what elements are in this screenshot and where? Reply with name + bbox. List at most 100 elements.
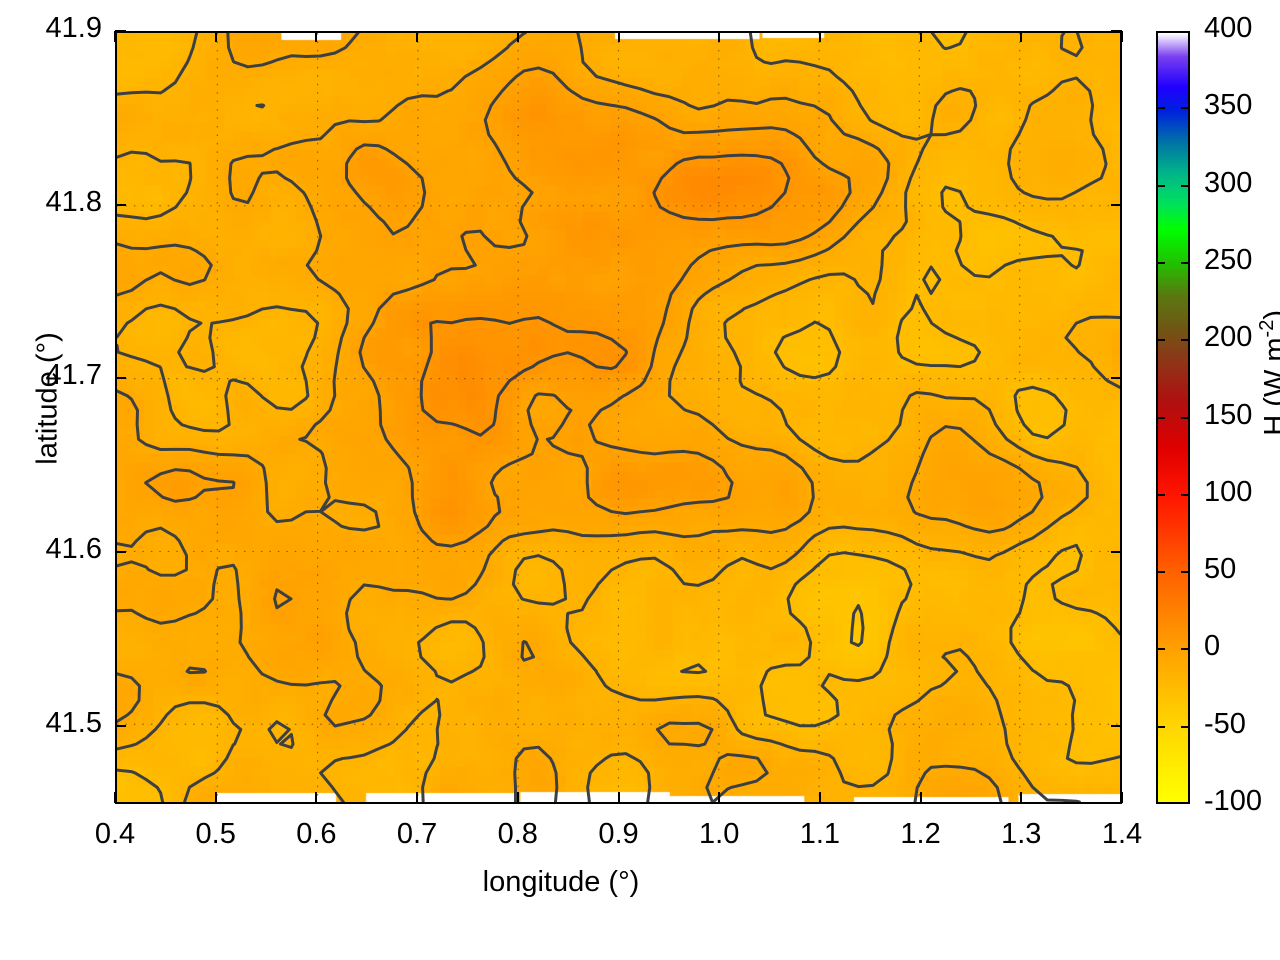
x-tick-top-0.4 <box>114 31 116 42</box>
colorbar-title-exponent: -2 <box>1256 319 1279 338</box>
x-tick-label-1.0: 1.0 <box>699 818 740 850</box>
colorbar-tick-right-200 <box>1181 339 1190 342</box>
y-tick-41.6 <box>115 551 126 554</box>
contour-line <box>117 672 142 724</box>
plot-area <box>115 31 1122 804</box>
contour-line <box>511 554 568 606</box>
colorbar-label-300: 300 <box>1204 166 1253 199</box>
x-tick-label-0.4: 0.4 <box>94 818 136 850</box>
contour-line <box>680 663 708 675</box>
x-tick-0.8 <box>516 792 519 803</box>
colorbar-label--100: -100 <box>1204 785 1263 817</box>
colorbar-label-200: 200 <box>1204 321 1253 354</box>
y-tick-label-41.7: 41.7 <box>45 359 102 392</box>
x-tick-0.6 <box>315 792 318 803</box>
colorbar-tick-350 <box>1156 107 1165 110</box>
contour-line <box>1009 543 1120 765</box>
contour-line <box>117 150 193 221</box>
x-tick-top-1.3 <box>1020 31 1023 42</box>
colorbar-label-350: 350 <box>1204 89 1253 122</box>
contour-line <box>117 33 527 524</box>
contour-line <box>895 293 982 369</box>
x-tick-0.9 <box>617 792 620 803</box>
colorbar-tick-right-250 <box>1181 261 1190 264</box>
colorbar-tick-150 <box>1156 416 1165 419</box>
x-tick-label-1.1: 1.1 <box>799 818 841 850</box>
x-tick-label-0.5: 0.5 <box>195 818 236 850</box>
x-tick-label-0.9: 0.9 <box>598 818 639 850</box>
contour-line <box>117 303 320 433</box>
x-tick-label-0.7: 0.7 <box>396 818 438 850</box>
contour-line <box>419 316 629 437</box>
colorbar-label-0: 0 <box>1204 630 1221 663</box>
y-tick-right-41.7 <box>1111 377 1122 380</box>
x-tick-top-1.4 <box>1121 31 1123 42</box>
x-tick-1.3 <box>1020 792 1023 803</box>
contour-line <box>117 242 213 297</box>
contour-line <box>1007 76 1108 201</box>
contour-line <box>849 604 865 648</box>
y-tick-right-41.5 <box>1111 724 1122 727</box>
colorbar-tick-right-150 <box>1181 416 1190 419</box>
colorbar-tick-right-50 <box>1181 571 1190 574</box>
y-tick-right-41.9 <box>1111 30 1122 32</box>
x-tick-top-0.6 <box>315 31 318 42</box>
contour-line <box>117 768 165 802</box>
contour-line <box>267 720 291 745</box>
contour-line <box>655 721 714 748</box>
contour-line <box>117 33 199 96</box>
contour-line <box>913 764 1003 802</box>
contour-line <box>117 33 891 728</box>
contour-line <box>759 551 913 728</box>
contour-line <box>358 66 852 548</box>
contour-overlay <box>117 33 1120 802</box>
x-tick-1.2 <box>919 792 922 803</box>
x-tick-label-1.2: 1.2 <box>900 818 941 850</box>
contour-line <box>906 425 1044 534</box>
x-tick-1.1 <box>818 792 821 803</box>
colorbar-tick-0 <box>1156 648 1165 651</box>
contour-line <box>940 185 1084 279</box>
colorbar-tick-right-100 <box>1181 493 1190 496</box>
colorbar-label--50: -50 <box>1204 707 1246 740</box>
contour-line <box>226 33 360 69</box>
colorbar-title: H (W m-2) <box>1256 223 1280 523</box>
x-tick-top-0.9 <box>617 31 620 42</box>
colorbar-tick-right-350 <box>1181 107 1190 110</box>
contour-line <box>273 588 293 610</box>
colorbar-tick-200 <box>1156 339 1165 342</box>
contour-line <box>417 620 486 684</box>
colorbar-tick-right--50 <box>1181 725 1190 728</box>
x-tick-top-1.0 <box>718 31 721 42</box>
contour-line <box>705 752 769 802</box>
contour-line <box>319 697 442 802</box>
colorbar-title-end: ) <box>1259 310 1280 320</box>
colorbar-title-main: H (W m <box>1258 337 1280 435</box>
colorbar-label-250: 250 <box>1204 243 1253 276</box>
y-tick-label-41.6: 41.6 <box>45 533 102 566</box>
x-tick-0.5 <box>214 792 217 803</box>
colorbar-tick-300 <box>1156 184 1165 187</box>
contour-line <box>344 143 427 236</box>
y-tick-41.9 <box>115 30 126 32</box>
contour-line <box>1064 315 1120 389</box>
x-axis-title: longitude (°) <box>482 866 640 898</box>
contour-line <box>185 666 208 675</box>
contour-line <box>117 701 243 802</box>
colorbar-tick--50 <box>1156 725 1165 728</box>
y-tick-41.5 <box>115 724 126 727</box>
y-tick-41.7 <box>115 377 126 380</box>
contour-line <box>652 153 791 222</box>
y-tick-label-41.9: 41.9 <box>45 12 102 44</box>
x-tick-0.4 <box>114 792 116 803</box>
x-tick-label-0.6: 0.6 <box>296 818 337 850</box>
contour-line <box>319 499 381 532</box>
y-tick-label-41.8: 41.8 <box>45 185 102 218</box>
y-tick-label-41.5: 41.5 <box>45 706 102 739</box>
contour-line <box>117 526 189 577</box>
colorbar-label-150: 150 <box>1204 398 1253 431</box>
x-tick-top-1.2 <box>919 31 922 42</box>
contour-line <box>922 265 942 295</box>
colorbar-tick-50 <box>1156 571 1165 574</box>
